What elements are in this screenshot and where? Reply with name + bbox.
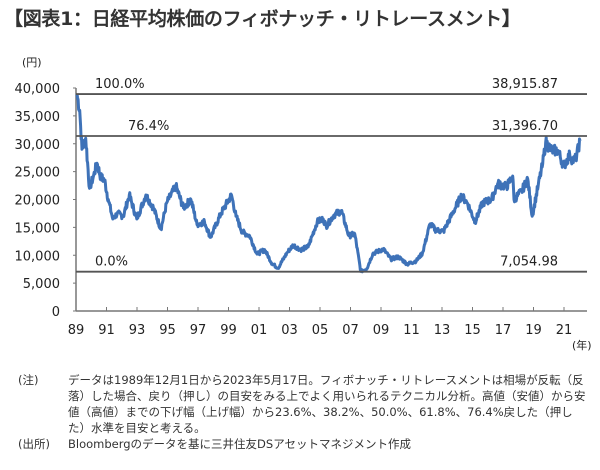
y-tick-label: 35,000	[15, 110, 61, 125]
x-tick-label: 03	[281, 323, 298, 338]
x-tick-label: 07	[342, 323, 359, 338]
y-tick-label: 10,000	[15, 249, 61, 264]
x-tick-label: 99	[220, 323, 237, 338]
x-tick-label: 21	[556, 323, 573, 338]
nikkei-chart: (円) 40,000 35,000 30,000 25,000 20,000 15,000…	[15, 56, 592, 352]
y-tick-label: 5,000	[23, 277, 60, 292]
y-tick-label: 40,000	[15, 82, 61, 97]
x-tick-label: 91	[98, 323, 115, 338]
fibonacci-level-label: 100.0%	[95, 77, 145, 92]
fibonacci-level-value: 7,054.98	[500, 255, 558, 270]
fibonacci-level-label: 0.0%	[95, 255, 128, 270]
note-label: (注)	[18, 373, 39, 387]
x-tick-label: 13	[434, 323, 451, 338]
x-tick-label: 89	[68, 323, 85, 338]
y-tick-label: 0	[52, 305, 60, 320]
fibonacci-level-value: 38,915.87	[492, 77, 558, 92]
figure-title: 【図表1：日経平均株価のフィボナッチ・リトレースメント】	[4, 8, 521, 30]
source-text: Bloombergのデータを基に三井住友DSアセットマネジメント作成	[68, 437, 411, 451]
x-tick-label: 01	[251, 323, 268, 338]
x-tick-label: 17	[495, 323, 512, 338]
x-tick-label: 15	[464, 323, 481, 338]
fibonacci-level-label: 76.4%	[128, 119, 169, 134]
y-tick-label: 20,000	[15, 194, 61, 209]
x-tick-label: 09	[373, 323, 390, 338]
x-tick-label: 97	[190, 323, 207, 338]
note-text: データは1989年12月1日から2023年5月17日。フィボナッチ・リトレースメ…	[68, 373, 586, 435]
x-tick-label: 19	[525, 323, 542, 338]
x-tick-label: 05	[312, 323, 329, 338]
source-label: (出所)	[18, 437, 50, 451]
x-axis-unit: (年)	[572, 338, 592, 352]
x-tick-label: 11	[403, 323, 420, 338]
y-tick-label: 15,000	[15, 221, 61, 236]
y-tick-label: 30,000	[15, 138, 61, 153]
fibonacci-level-value: 31,396.70	[492, 119, 558, 134]
nikkei-series-line	[75, 93, 582, 274]
x-tick-label: 95	[159, 323, 176, 338]
notes: (注) データは1989年12月1日から2023年5月17日。フィボナッチ・リト…	[18, 372, 588, 452]
x-tick-label: 93	[129, 323, 146, 338]
y-tick-label: 25,000	[15, 166, 61, 181]
y-axis-unit: (円)	[22, 56, 42, 69]
